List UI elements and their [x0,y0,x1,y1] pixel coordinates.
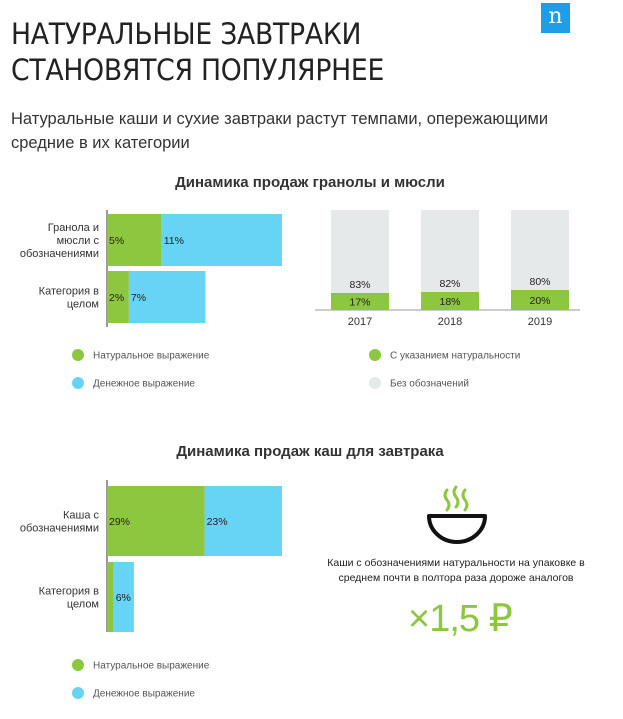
bar-labeled [331,293,389,310]
price-multiplier: ×1,5 ₽ [408,598,513,640]
bar-money [128,271,206,323]
category-label: Каша с [63,510,100,522]
category-label: обозначениями [20,248,99,260]
category-label: Гранола и [48,222,99,234]
category-label: Категория в [39,586,99,598]
chart1-title: Динамика продаж гранолы и мюсли [175,174,445,191]
category-label: мюсли с [57,235,100,247]
category-label: Категория в [39,286,99,298]
category-label: обозначениями [20,523,99,535]
price-note: Каши с обозначениями натуральности на уп… [327,557,585,584]
bowl-steam-icon [427,485,487,544]
x-tick-label: 2019 [528,316,552,328]
legend-marker [72,659,84,671]
data-label: 20% [529,295,550,307]
data-label: 29% [109,516,130,528]
bar-money [204,486,282,556]
bar-money [113,562,134,632]
data-label: 18% [439,296,460,308]
legend-label: Натуральное выражение [93,661,210,672]
bar-money [161,214,282,266]
legend-marker [72,349,84,361]
page-subtitle: Натуральные каши и сухие завтраки растут… [11,110,549,152]
legend-marker [369,377,381,389]
category-label: целом [67,599,99,611]
data-label: 83% [349,279,370,291]
legend-marker [72,377,84,389]
legend-marker [369,349,381,361]
x-tick-label: 2018 [438,316,462,328]
data-label: 7% [131,292,146,304]
data-label: 5% [109,235,124,247]
legend-label: Без обозначений [390,378,469,390]
category-label: целом [67,299,99,311]
legend-label: С указанием натуральности [390,351,520,362]
bar-natural [107,562,114,632]
bar-unlabeled [511,210,569,290]
legend-label: Денежное выражение [93,379,195,390]
data-label: 80% [529,276,550,288]
nielsen-logo: n [541,3,570,33]
labeled-share-chart: 83% 17% 2017 82% 18% 2018 80% 20% 2019 С указание… [315,210,580,390]
bar-labeled [421,292,479,310]
data-label: 2% [109,292,124,304]
bar-unlabeled [331,210,389,293]
data-label: 11% [164,235,184,247]
data-label: 6% [116,592,131,604]
data-label: 17% [349,297,370,309]
bar-unlabeled [421,210,479,292]
bar-natural [107,214,162,266]
bar-labeled [511,290,569,310]
legend-label: Денежное выражение [93,689,195,700]
bar-natural [107,271,129,323]
page-title: НАТУРАЛЬНЫЕ ЗАВТРАКИ СТАНОВЯТСЯ ПОПУЛЯРН… [11,17,385,87]
bar-natural [107,486,205,556]
chart3-title: Динамика продаж каш для завтрака [176,443,444,460]
x-tick-label: 2017 [348,316,372,328]
legend-label: Натуральное выражение [93,351,210,362]
data-label: 82% [439,278,460,290]
data-label: 23% [207,516,228,528]
legend-marker [72,687,84,699]
